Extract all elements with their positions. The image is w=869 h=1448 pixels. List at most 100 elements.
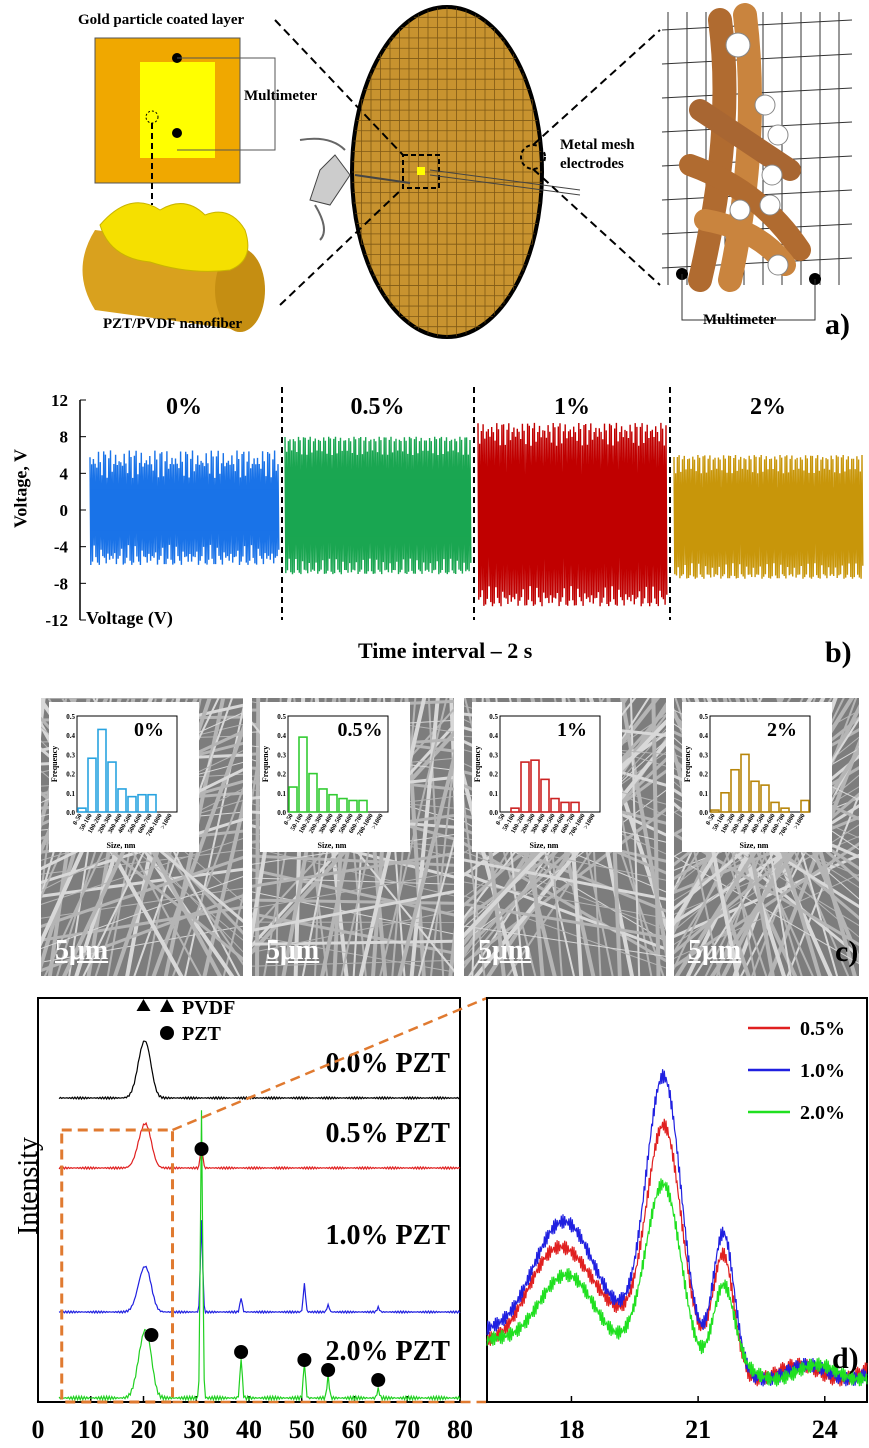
contact-point-bottom [172,128,182,138]
hist-bar [289,787,297,812]
xrd-xtick-label: 70 [394,1415,420,1443]
hist-bar [731,770,739,812]
hist-bar [541,779,549,812]
voltage-trace-core [674,487,862,539]
hist-ylabel: Frequency [261,746,270,782]
hist-ylabel: Frequency [473,746,482,782]
voltage-ytick-label: -4 [54,538,69,557]
zoom-box [62,1130,173,1402]
pzt-peak-marker [195,1142,209,1156]
panel-letter-d: d) [832,1342,859,1376]
pzt-peak-marker [297,1353,311,1367]
time-xlabel: Time interval – 2 s [358,638,532,664]
xrd-xtick-label: 30 [183,1415,209,1443]
hist-bar [98,729,106,812]
hist-ylabel: Frequency [683,746,692,782]
segment-label: 0% [166,394,202,420]
hist-xlabel: Size, nm [740,841,769,850]
hist-ytick-label: 0.0 [277,809,286,817]
size-histogram: 0.50.40.30.20.10.00-5050-100100-200200-3… [682,702,832,852]
hist-bar [78,808,86,812]
hist-ytick-label: 0.2 [699,771,708,779]
hist-bar [571,802,579,812]
voltage-ytick-label: 8 [60,428,69,447]
zoom-curve [487,1178,867,1386]
metal-mesh-label: Metal mesh electrodes [560,136,635,174]
nanofiber-label: PZT/PVDF nanofiber [103,316,242,333]
segment-label: 2% [750,394,786,420]
hist-bar [309,774,317,812]
clip [310,155,350,205]
hist-bar [561,802,569,812]
hist-ytick-label: 0.4 [66,732,75,740]
hist-bar [781,808,789,812]
hist-xlabel: Size, nm [530,841,559,850]
voltage-ytick-label: 12 [51,391,68,410]
hist-ytick-label: 0.2 [489,771,498,779]
multimeter-label-right: Multimeter [703,312,776,329]
hist-ytick-label: 0.1 [66,790,75,798]
zoom-legend-label: 2.0% [800,1102,845,1124]
hist-bar [531,760,539,812]
xrd-xtick-label: 60 [342,1415,368,1443]
xrd-xtick-label: 20 [131,1415,157,1443]
voltage-legend-label: Voltage (V) [86,608,173,629]
hist-xlabel: Size, nm [318,841,347,850]
xrd-xtick-label: 80 [447,1415,473,1443]
hist-bar [88,758,96,812]
scale-bar-label: 5μm [688,935,741,967]
hist-bar [521,762,529,812]
hist-label: 0% [134,719,164,741]
hist-bar [128,797,136,812]
hist-ylabel: Frequency [50,746,59,782]
hist-ytick-label: 0.1 [277,790,286,798]
hist-bar [329,795,337,812]
zoom-curve [487,1119,867,1387]
hist-ytick-label: 0.4 [489,732,498,740]
hist-bar [741,754,749,812]
hist-bar [711,810,719,812]
hist-bar [299,737,307,812]
multimeter-label-left: Multimeter [244,88,317,105]
size-histogram: 0.50.40.30.20.10.00-5050-100100-200200-3… [260,702,410,852]
hist-bar [349,800,357,812]
hist-bar [511,808,519,812]
zoom-frame [487,998,867,1402]
hist-bar [801,800,809,812]
xrd-xtick-label: 40 [236,1415,262,1443]
xrd-xtick-label: 0 [32,1415,45,1443]
hist-ytick-label: 0.2 [277,771,286,779]
panel-letter-c: c) [835,935,858,969]
pvdf-legend-icon [160,999,174,1012]
xrd-series-label: 0.5% PZT [326,1118,451,1149]
hist-bar [359,800,367,812]
scale-bar-label: 5μm [55,935,108,967]
panel-a-illustration [0,0,869,345]
hist-bar [319,789,327,812]
xrd-series-label: 0.0% PZT [326,1048,451,1079]
hist-ytick-label: 0.3 [699,751,708,759]
voltage-ytick-label: -8 [54,574,68,593]
hist-ytick-label: 0.5 [277,713,286,721]
pzt-legend-icon [160,1026,174,1040]
hist-ytick-label: 0.3 [277,751,286,759]
voltage-ylabel: Voltage, V [11,434,32,544]
hist-bar [138,795,146,812]
pzt-peak-marker [144,1328,158,1342]
pzt-legend-label: PZT [182,1023,222,1045]
panel-letter-a: a) [825,308,850,342]
pzt-peak-marker [371,1373,385,1387]
hist-label: 2% [767,719,797,741]
hist-bar [108,762,116,812]
zoom-legend-label: 0.5% [800,1018,845,1040]
pvdf-peak-marker [137,999,151,1011]
hist-bar [118,789,126,812]
voltage-ytick-label: 0 [60,501,69,520]
